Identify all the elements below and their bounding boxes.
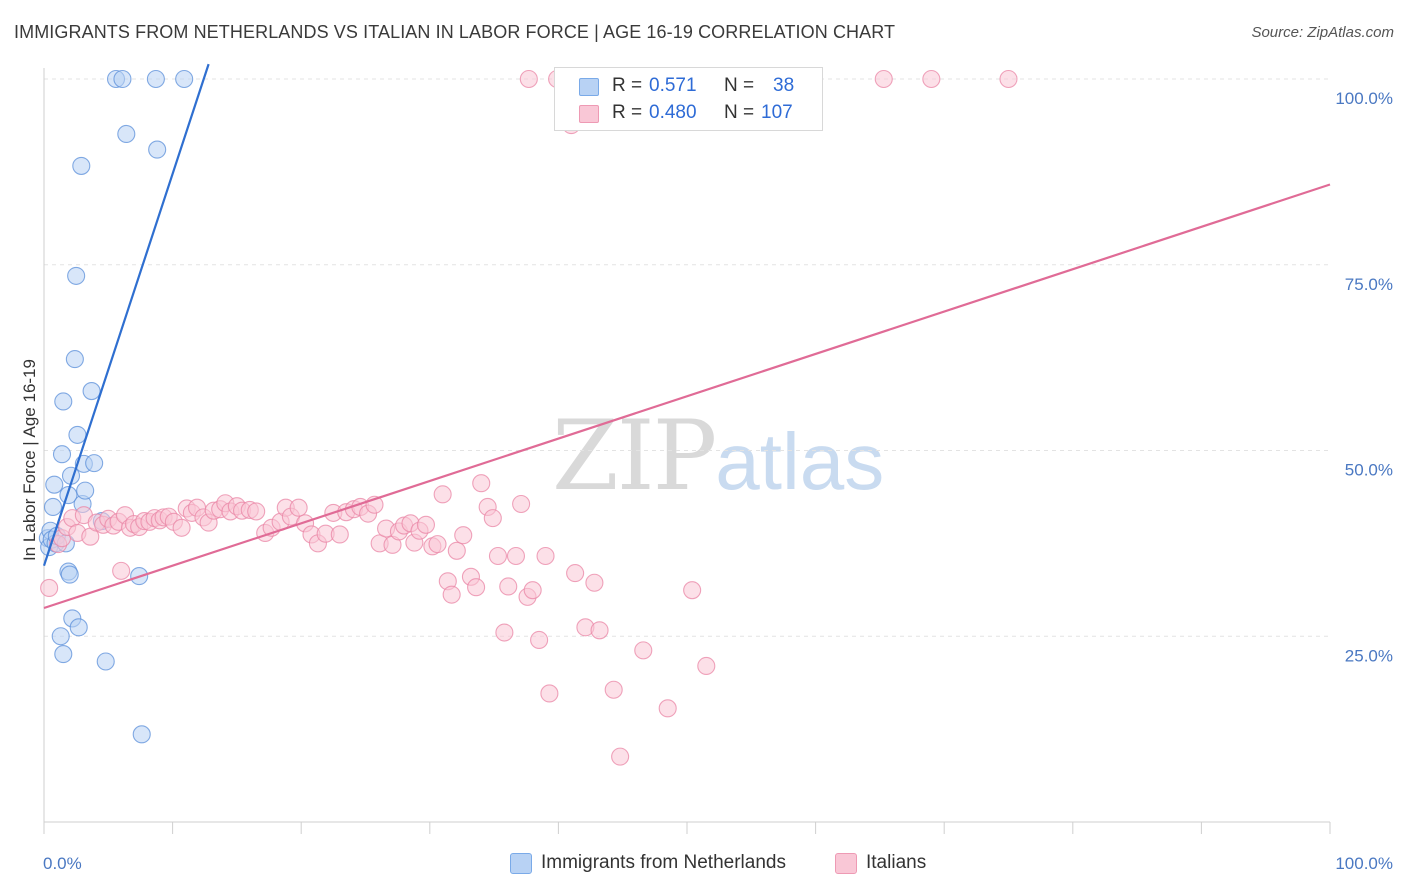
grid-lines	[44, 78, 1330, 637]
series-legend: Immigrants from Netherlands Italians	[0, 851, 1406, 877]
legend-label-italians: Italians	[866, 852, 927, 873]
x-tick-label: 0.0%	[43, 854, 82, 873]
y-tick-label: 75.0%	[1345, 275, 1393, 294]
y-tick-label: 50.0%	[1345, 461, 1393, 480]
legend-r-label: R =	[612, 75, 643, 96]
point-italians	[585, 573, 604, 592]
point-italians	[566, 564, 585, 583]
point-netherlands	[54, 392, 73, 411]
point-italians	[247, 502, 266, 521]
point-italians	[454, 526, 473, 545]
point-italians	[590, 621, 609, 640]
point-italians	[472, 474, 491, 493]
point-netherlands	[113, 69, 132, 89]
chart-title: IMMIGRANTS FROM NETHERLANDS VS ITALIAN I…	[14, 22, 896, 42]
point-netherlands	[148, 140, 167, 159]
point-netherlands	[59, 486, 78, 505]
point-netherlands	[76, 481, 95, 500]
point-netherlands	[68, 425, 87, 444]
point-netherlands	[85, 454, 104, 473]
point-italians	[172, 518, 191, 537]
point-italians	[874, 69, 893, 89]
point-netherlands	[146, 69, 165, 89]
point-italians	[611, 747, 630, 766]
point-italians	[519, 69, 538, 89]
point-italians	[604, 680, 623, 699]
legend-n-label: N =	[724, 102, 755, 123]
legend-swatch-netherlands	[510, 853, 532, 874]
point-italians	[506, 546, 526, 566]
legend-r-value: 0.480	[649, 102, 697, 123]
point-italians	[467, 578, 486, 597]
point-italians	[658, 699, 677, 718]
legend-box: R = 0.571 N = 38 R = 0.480 N = 107	[554, 67, 823, 131]
point-netherlands	[43, 497, 63, 517]
point-italians	[697, 656, 716, 676]
point-italians	[634, 641, 653, 660]
point-italians	[523, 581, 542, 600]
x-tick-label: 100.0%	[1335, 854, 1393, 873]
point-netherlands	[52, 445, 72, 464]
watermark-zip: ZIP	[552, 400, 717, 512]
legend-label-netherlands: Immigrants from Netherlands	[541, 852, 786, 873]
point-netherlands	[175, 69, 194, 89]
axes	[43, 68, 1331, 834]
point-italians	[683, 581, 702, 600]
point-netherlands	[72, 156, 91, 175]
trend-line-netherlands	[42, 63, 210, 567]
point-netherlands	[67, 266, 86, 285]
point-italians	[530, 630, 549, 650]
point-netherlands	[51, 627, 70, 646]
trend-line-italians	[43, 183, 1331, 610]
point-italians	[483, 509, 502, 528]
point-netherlands	[65, 350, 84, 369]
legend-row-italians: R = 0.480 N = 107	[555, 101, 822, 127]
point-italians	[40, 578, 59, 598]
point-italians	[112, 561, 131, 580]
point-italians	[289, 498, 308, 517]
watermark: ZIPatlas	[552, 400, 884, 512]
point-italians	[499, 577, 518, 596]
point-italians	[922, 69, 941, 89]
point-italians	[488, 546, 508, 566]
point-italians	[540, 684, 559, 703]
legend-swatch-italians	[835, 853, 857, 874]
trend-lines	[42, 63, 1331, 610]
point-italians	[433, 485, 452, 504]
point-italians	[442, 585, 461, 604]
point-netherlands	[132, 725, 151, 744]
point-netherlands	[96, 652, 115, 671]
legend-n-value: 107	[761, 102, 793, 123]
point-italians	[495, 623, 514, 642]
watermark-atlas: atlas	[715, 417, 885, 506]
legend-r-value: 0.571	[649, 75, 697, 96]
legend-swatch-netherlands	[579, 78, 599, 96]
y-tick-label: 25.0%	[1345, 646, 1393, 665]
point-italians	[536, 546, 555, 566]
point-italians	[512, 494, 531, 514]
legend-n-value: 38	[773, 75, 795, 96]
point-netherlands	[45, 475, 64, 494]
data-points	[38, 69, 1018, 766]
chart-source: Source: ZipAtlas.com	[1251, 24, 1394, 41]
y-axis-title: In Labor Force | Age 16-19	[20, 359, 39, 561]
legend-r-label: R =	[612, 102, 643, 123]
y-tick-label: 100.0%	[1335, 89, 1393, 108]
legend-swatch-italians	[579, 105, 599, 123]
point-italians	[428, 535, 447, 554]
point-italians	[416, 515, 435, 534]
tick-labels: 25.0% 50.0% 75.0% 100.0% 0.0% 100.0%	[43, 89, 1393, 873]
point-italians	[330, 525, 349, 544]
point-netherlands	[117, 124, 136, 144]
point-netherlands	[69, 618, 88, 637]
point-netherlands	[82, 382, 101, 401]
legend-n-label: N =	[724, 75, 755, 96]
point-italians	[999, 69, 1018, 89]
point-italians	[447, 541, 466, 560]
point-netherlands	[54, 645, 73, 664]
legend-row-netherlands: R = 0.571 N = 38	[555, 74, 822, 100]
point-netherlands	[60, 565, 79, 584]
